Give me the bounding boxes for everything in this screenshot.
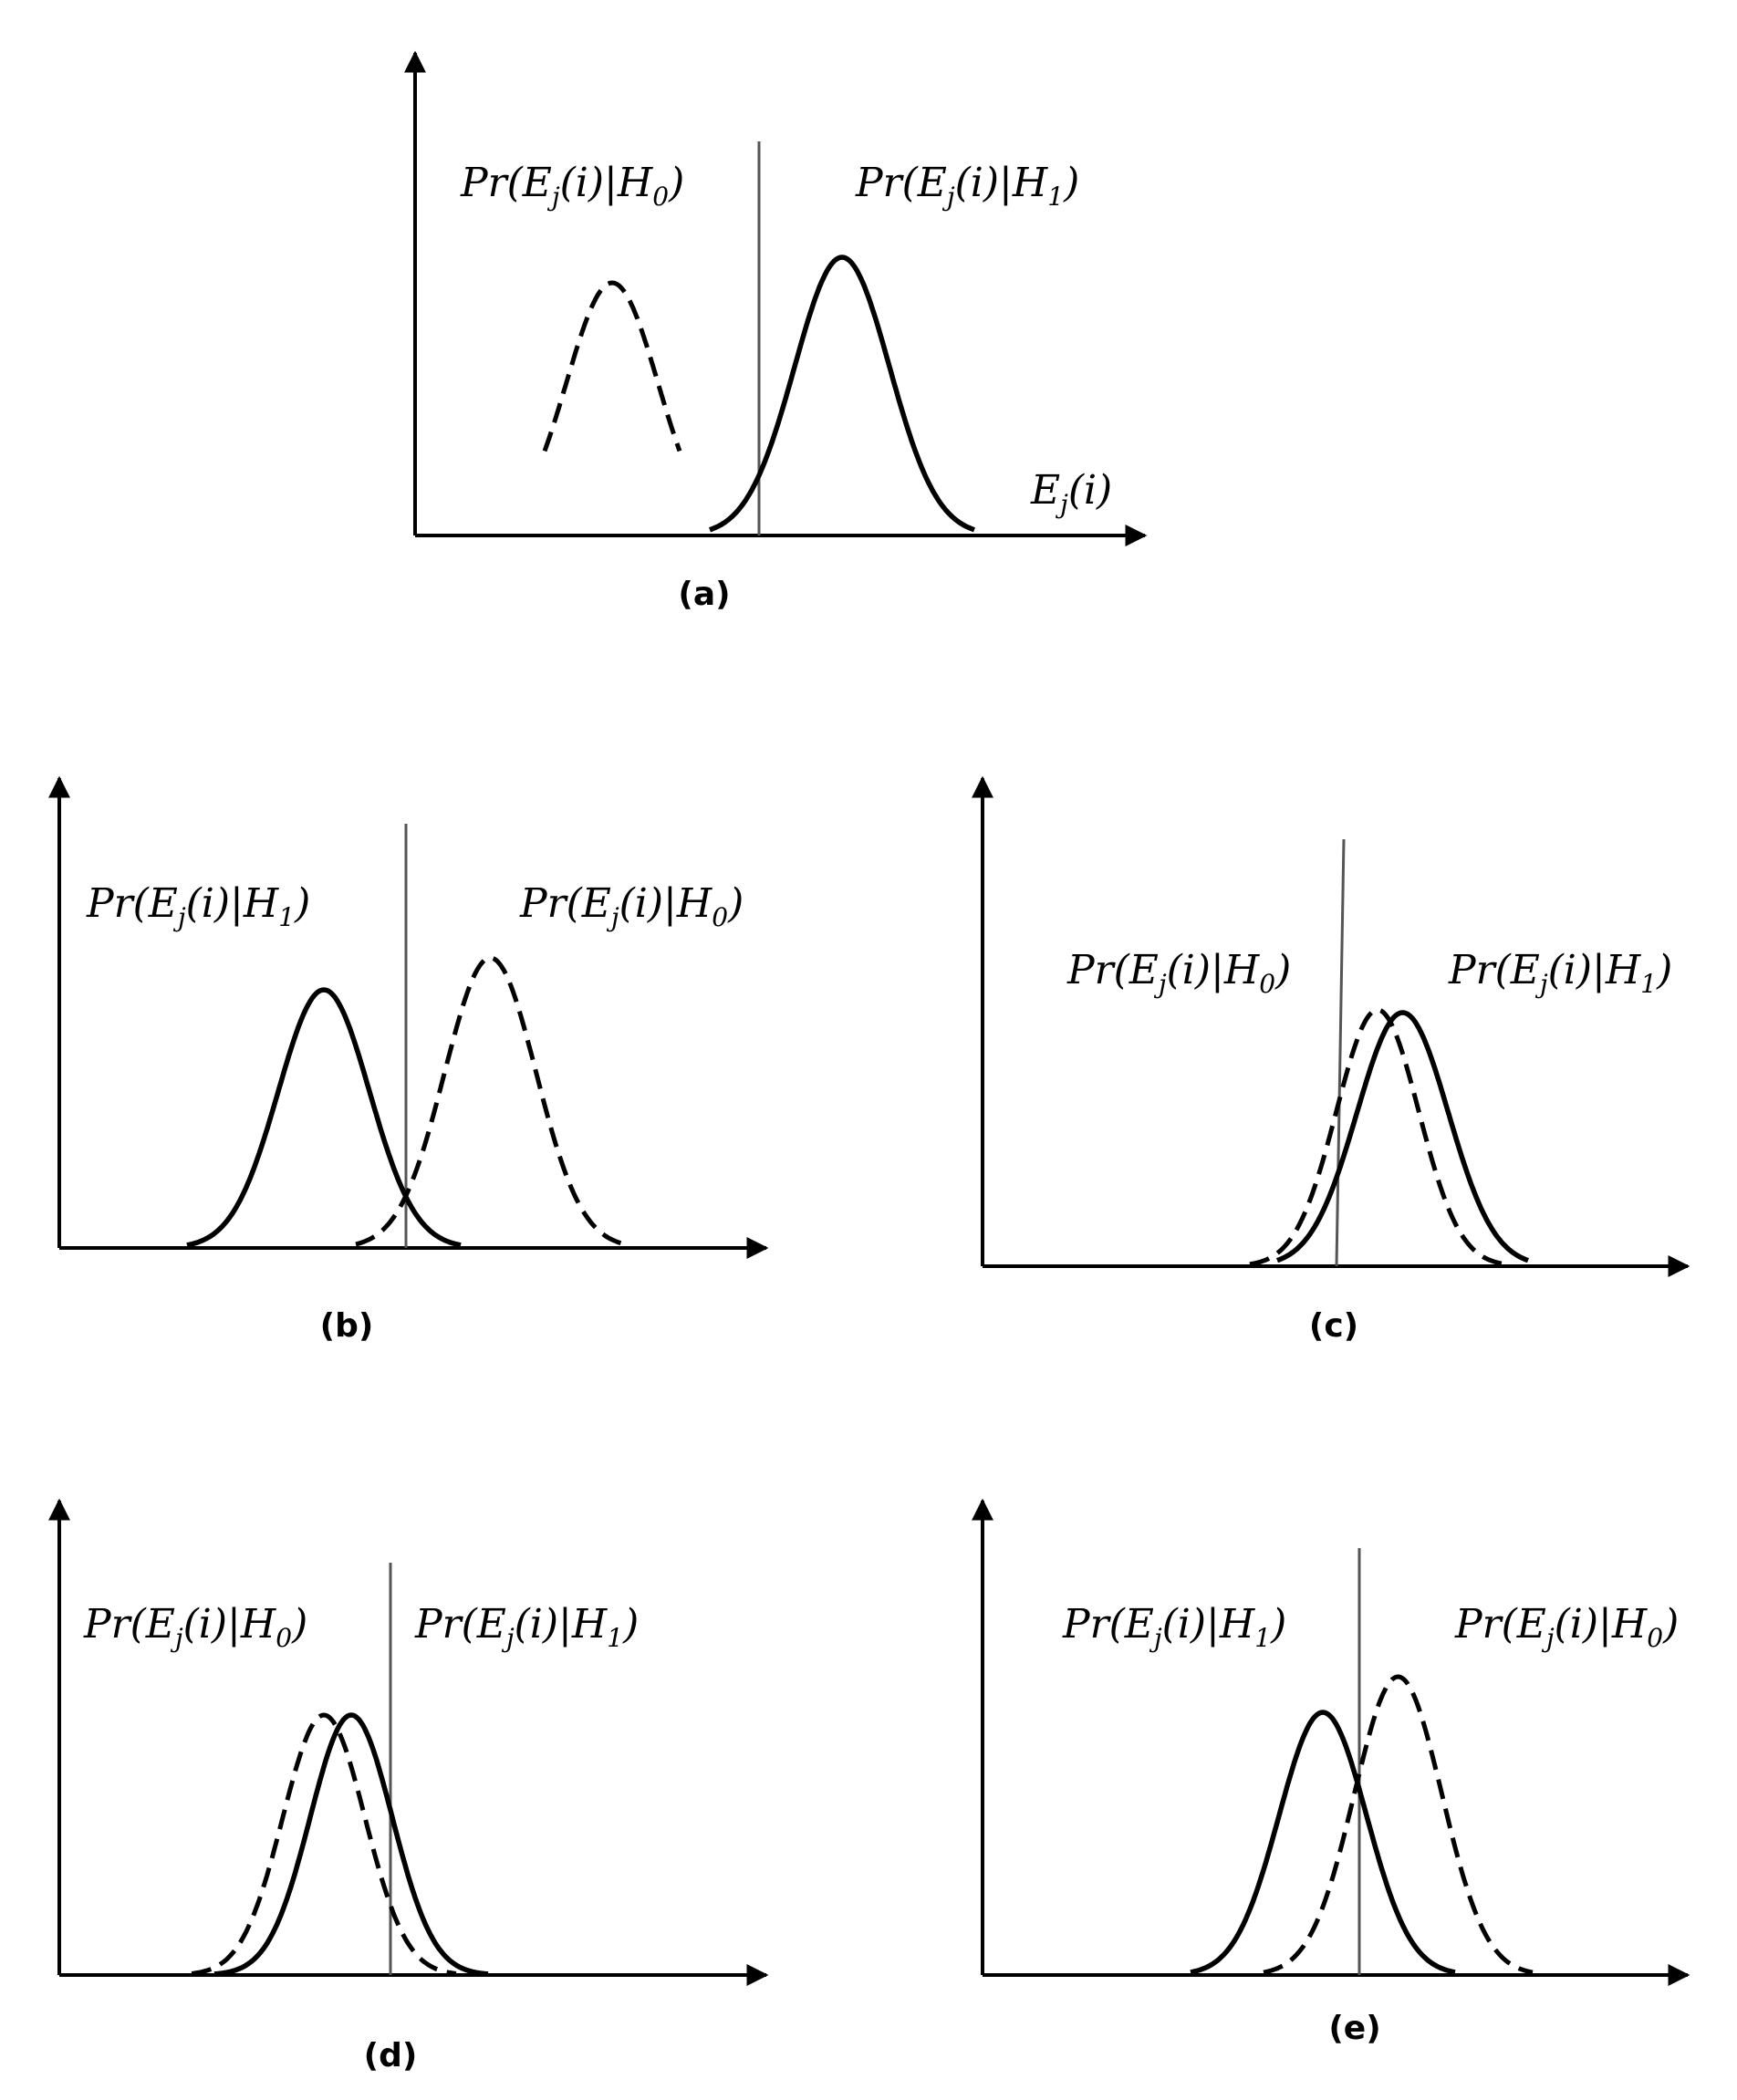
caption-a: (a) xyxy=(678,576,730,613)
caption-b: (b) xyxy=(320,1307,374,1345)
panel-a: Pr(Ej(i)|H0) Pr(Ej(i)|H1) Ej(i) (a) xyxy=(404,50,1148,613)
pdf-h1-solid xyxy=(709,255,975,533)
label-h1: Pr(Ej(i)|H1) xyxy=(414,1601,639,1653)
panel-b: Pr(Ej(i)|H1) Pr(Ej(i)|H0) (b) xyxy=(48,775,769,1345)
pdf-h0-dashed xyxy=(1249,1007,1506,1267)
pdf-h1-solid xyxy=(213,1712,489,1977)
pdf-h0-dashed xyxy=(355,955,626,1247)
caption-e: (e) xyxy=(1328,2010,1380,2047)
pdf-h0-dashed xyxy=(191,1712,457,1976)
panel-d: Pr(Ej(i)|H0) Pr(Ej(i)|H1) (d) xyxy=(48,1498,769,2074)
label-h1: Pr(Ej(i)|H1) xyxy=(1062,1601,1286,1653)
pdf-h1-solid xyxy=(186,987,462,1248)
x-axis-label: Ej(i) xyxy=(1030,467,1112,519)
panel-e: Pr(Ej(i)|H1) Pr(Ej(i)|H0) (e) xyxy=(972,1498,1690,2047)
label-h0: Pr(Ej(i)|H0) xyxy=(83,1601,307,1653)
pdf-h0-dashed xyxy=(542,280,682,452)
panel-c: Pr(Ej(i)|H0) Pr(Ej(i)|H1) (c) xyxy=(972,775,1690,1345)
pdf-h1-solid xyxy=(1190,1710,1456,1975)
label-h0: Pr(Ej(i)|H0) xyxy=(519,880,744,932)
caption-c: (c) xyxy=(1309,1307,1358,1345)
label-h1: Pr(Ej(i)|H1) xyxy=(855,160,1079,212)
label-h0: Pr(Ej(i)|H0) xyxy=(1454,1601,1679,1653)
label-h0: Pr(Ej(i)|H0) xyxy=(1066,947,1291,999)
label-h0: Pr(Ej(i)|H0) xyxy=(460,160,684,212)
pdf-h0-dashed xyxy=(1263,1674,1534,1975)
label-h1: Pr(Ej(i)|H1) xyxy=(1448,947,1672,999)
caption-d: (d) xyxy=(364,2037,418,2074)
label-h1: Pr(Ej(i)|H1) xyxy=(86,880,310,932)
pdf-h1-solid xyxy=(1275,1010,1530,1263)
threshold-line xyxy=(1335,838,1346,1267)
